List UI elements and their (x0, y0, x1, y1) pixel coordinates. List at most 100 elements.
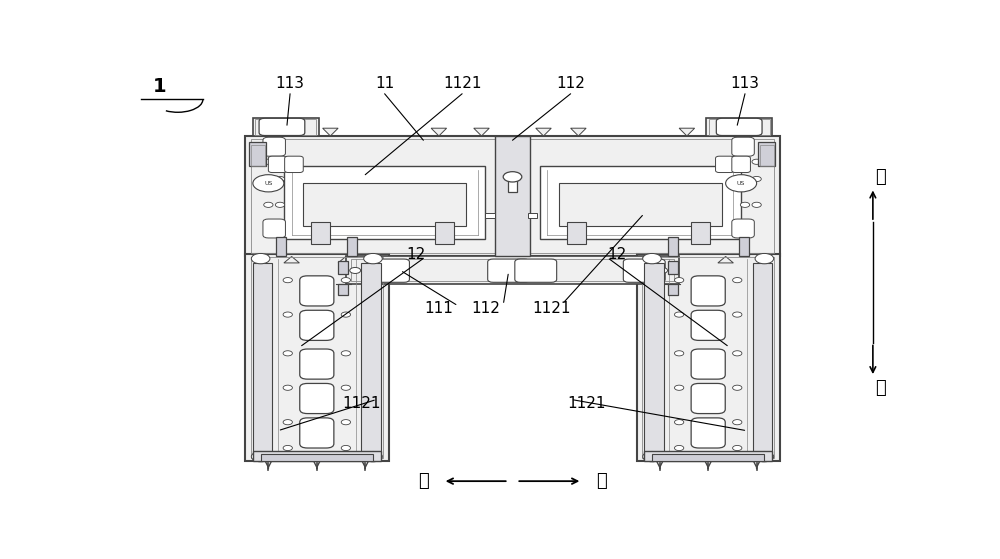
Circle shape (755, 253, 774, 264)
Circle shape (733, 446, 742, 451)
Text: 1121: 1121 (342, 396, 381, 411)
FancyBboxPatch shape (300, 276, 334, 306)
FancyBboxPatch shape (691, 349, 725, 379)
Bar (540, 166, 741, 239)
Circle shape (283, 350, 292, 356)
FancyBboxPatch shape (263, 138, 285, 156)
FancyBboxPatch shape (300, 349, 334, 379)
Bar (668, 285, 678, 295)
Bar (361, 263, 381, 452)
Text: 1121: 1121 (443, 75, 481, 91)
Circle shape (350, 267, 361, 273)
FancyBboxPatch shape (732, 138, 754, 156)
Bar (303, 183, 466, 226)
Text: 下: 下 (875, 379, 886, 397)
Circle shape (674, 420, 684, 425)
Circle shape (643, 452, 661, 462)
Circle shape (341, 420, 351, 425)
Circle shape (364, 253, 382, 264)
Circle shape (755, 452, 774, 462)
Polygon shape (338, 257, 354, 263)
Circle shape (674, 446, 684, 451)
Bar (485, 212, 495, 217)
Bar (245, 136, 780, 257)
FancyBboxPatch shape (300, 310, 334, 340)
Text: 上: 上 (875, 168, 886, 186)
Circle shape (275, 202, 285, 207)
Circle shape (283, 278, 292, 283)
Circle shape (341, 278, 351, 283)
Bar (251, 145, 264, 166)
Circle shape (752, 202, 761, 207)
Circle shape (264, 177, 273, 182)
Circle shape (643, 253, 661, 264)
Circle shape (341, 446, 351, 451)
Bar (495, 136, 530, 257)
Circle shape (275, 159, 285, 164)
Bar (760, 145, 774, 166)
Circle shape (251, 452, 270, 462)
FancyBboxPatch shape (716, 156, 734, 173)
Text: US: US (264, 181, 273, 186)
Bar (691, 222, 710, 244)
Circle shape (275, 177, 285, 182)
FancyBboxPatch shape (515, 259, 557, 282)
Bar (251, 257, 383, 458)
Bar (338, 285, 348, 295)
FancyBboxPatch shape (300, 418, 334, 448)
FancyBboxPatch shape (488, 259, 530, 282)
Bar (637, 254, 780, 461)
Text: 113: 113 (730, 75, 760, 91)
Circle shape (752, 159, 761, 164)
Bar (249, 143, 266, 166)
Bar (559, 183, 722, 226)
Circle shape (740, 159, 750, 164)
Circle shape (674, 350, 684, 356)
Bar (668, 237, 678, 257)
Bar (709, 119, 770, 135)
Text: 12: 12 (608, 247, 627, 262)
Bar (253, 452, 381, 461)
Bar (346, 257, 679, 285)
Bar (347, 237, 357, 257)
Bar (253, 263, 272, 452)
Circle shape (251, 253, 270, 264)
FancyBboxPatch shape (623, 259, 665, 282)
Text: 111: 111 (424, 301, 453, 316)
Circle shape (283, 420, 292, 425)
FancyBboxPatch shape (691, 418, 725, 448)
Circle shape (264, 159, 273, 164)
Polygon shape (679, 128, 695, 136)
Bar (251, 139, 774, 253)
Bar (706, 118, 772, 136)
Text: US: US (737, 181, 745, 186)
Circle shape (341, 385, 351, 390)
Text: 右: 右 (596, 472, 607, 490)
Circle shape (733, 350, 742, 356)
Bar (435, 222, 454, 244)
Bar (284, 166, 485, 239)
Circle shape (283, 385, 292, 390)
Bar (758, 143, 775, 166)
Circle shape (283, 312, 292, 317)
FancyBboxPatch shape (732, 219, 754, 238)
Polygon shape (474, 257, 489, 263)
Circle shape (264, 202, 273, 207)
Circle shape (674, 278, 684, 283)
Text: 11: 11 (375, 75, 394, 91)
Text: 左: 左 (418, 472, 429, 490)
Circle shape (674, 312, 684, 317)
Bar (753, 263, 772, 452)
Bar (253, 118, 319, 136)
Circle shape (283, 446, 292, 451)
Bar (255, 119, 316, 135)
FancyBboxPatch shape (300, 383, 334, 414)
FancyBboxPatch shape (268, 156, 287, 173)
Text: 113: 113 (276, 75, 305, 91)
Polygon shape (284, 257, 299, 263)
Text: 112: 112 (471, 301, 500, 316)
Bar (644, 263, 664, 452)
Bar (311, 222, 330, 244)
FancyBboxPatch shape (732, 156, 750, 173)
Polygon shape (536, 128, 551, 136)
